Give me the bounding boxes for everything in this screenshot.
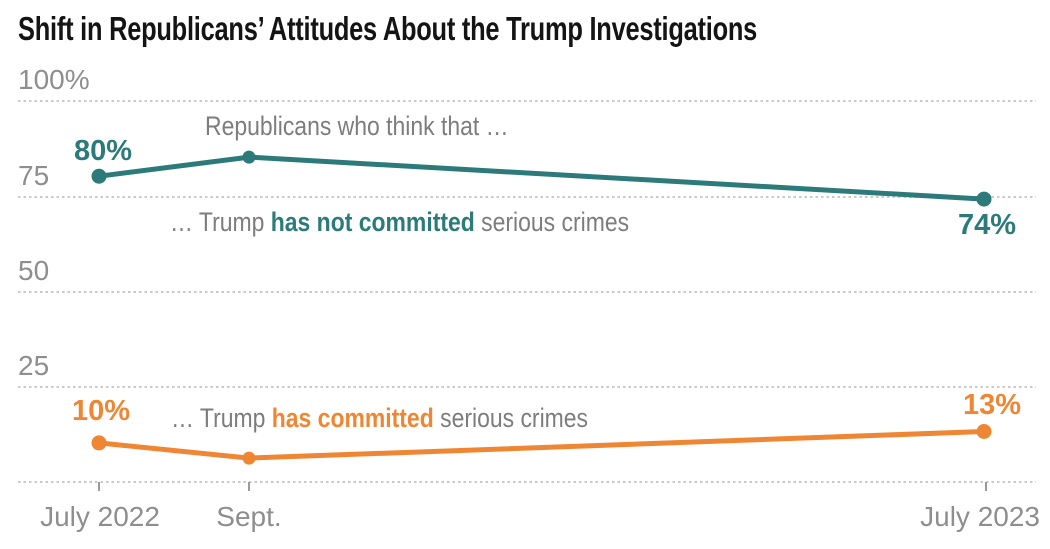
gridline-0-baseline [18, 481, 1036, 483]
y-axis-label-100: 100% [18, 64, 90, 95]
data-point [976, 424, 992, 439]
value-label-committed-end: 13% [962, 389, 1022, 421]
series-line-not-committed [96, 154, 987, 202]
value-label-not-committed-start: 80% [73, 135, 133, 167]
annotation-not-committed-pre: … Trump [170, 207, 271, 237]
annotation-intro-text: Republicans who think that … [205, 111, 509, 141]
annotation-intro: Republicans who think that … [205, 110, 509, 142]
y-axis-label-25: 25 [18, 350, 50, 381]
x-tick-sept [248, 482, 250, 491]
x-axis-label-sept: Sept. [216, 501, 282, 532]
value-label-not-committed-end: 74% [957, 209, 1017, 241]
annotation-committed: … Trump has committed serious crimes [171, 402, 588, 434]
data-point [976, 191, 992, 207]
series-line-committed [96, 429, 987, 461]
chart-title: Shift in Republicans’ Attitudes About th… [18, 10, 758, 47]
data-point [242, 150, 256, 164]
gridline-25 [18, 386, 1036, 388]
annotation-not-committed-bold: has not committed [270, 207, 475, 237]
value-label-committed-start: 10% [71, 395, 131, 427]
gridline-75 [18, 196, 1036, 198]
annotation-committed-post: serious crimes [433, 403, 589, 433]
data-point [242, 451, 256, 465]
y-axis-label-50: 50 [18, 255, 50, 286]
x-axis-label-july-2023: July 2023 [920, 501, 1040, 532]
gridline-100 [18, 100, 1036, 102]
gridline-50 [18, 291, 1036, 293]
data-point [91, 435, 107, 451]
x-tick-july-2023 [985, 482, 987, 491]
y-axis-label-75: 75 [18, 160, 50, 191]
x-axis-label-july-2022: July 2022 [40, 501, 160, 532]
x-tick-july-2022 [98, 482, 100, 491]
annotation-not-committed-post: serious crimes [474, 207, 630, 237]
annotation-committed-pre: … Trump [171, 403, 272, 433]
data-point [91, 168, 107, 184]
annotation-not-committed: … Trump has not committed serious crimes [170, 206, 629, 238]
annotation-committed-bold: has committed [271, 403, 434, 433]
